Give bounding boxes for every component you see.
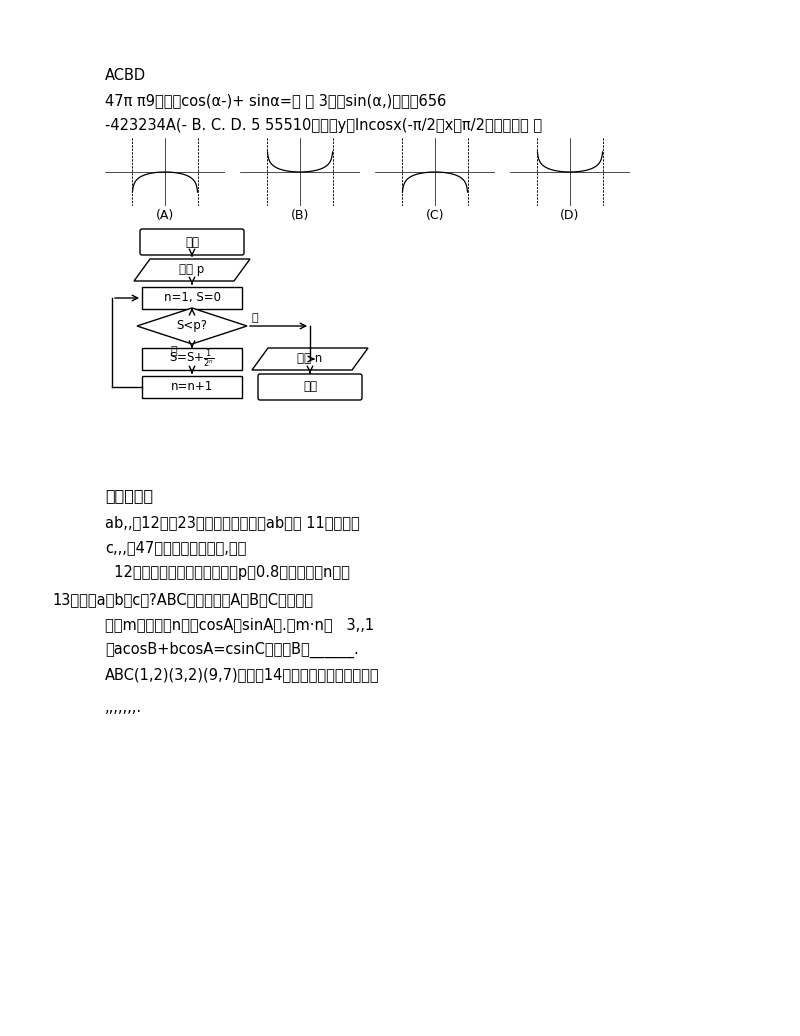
FancyBboxPatch shape bbox=[140, 229, 244, 255]
Text: 47π π9、已知cos(α-)+ sinα=（ ） 3，则sin(α,)的値是656: 47π π9、已知cos(α-)+ sinα=（ ） 3，则sin(α,)的値是… bbox=[105, 93, 446, 108]
Text: 输出 n: 输出 n bbox=[298, 352, 322, 366]
Polygon shape bbox=[137, 308, 247, 344]
Text: ,,,,,,,.: ,,,,,,,. bbox=[105, 700, 142, 715]
Text: (D): (D) bbox=[560, 209, 580, 223]
Text: ACBD: ACBD bbox=[105, 68, 146, 83]
Text: (C): (C) bbox=[426, 209, 444, 223]
Text: (A): (A) bbox=[156, 209, 174, 223]
Text: 否: 否 bbox=[252, 313, 258, 323]
Text: c,,,（47），向量共线，则,，（: c,,,（47），向量共线，则,，（ bbox=[105, 540, 246, 555]
Text: 向量m，（），n，（cosA，sinA）.若m·n，   3,,1: 向量m，（），n，（cosA，sinA）.若m·n， 3,,1 bbox=[105, 617, 374, 632]
Text: n=n+1: n=n+1 bbox=[171, 380, 213, 394]
Bar bbox=[142, 287, 242, 309]
Text: 开始: 开始 bbox=[185, 235, 199, 249]
Text: ABC(1,2)(3,2)(9,7)、、，14、直角坐标平面上三点，: ABC(1,2)(3,2)(9,7)、、，14、直角坐标平面上三点， bbox=[105, 667, 380, 682]
Text: S=S+$\frac{1}{2^n}$: S=S+$\frac{1}{2^n}$ bbox=[169, 348, 215, 370]
Text: 13、已矦a，b，c为?ABC的三个内角A，B，C的对边，: 13、已矦a，b，c为?ABC的三个内角A，B，C的对边， bbox=[52, 592, 313, 607]
Text: S<p?: S<p? bbox=[177, 319, 207, 333]
FancyBboxPatch shape bbox=[258, 374, 362, 400]
Text: -423234A(- B. C. D. 5 55510、函数y，lncosx(-π/2，x，π/2的图象是（ ）: -423234A(- B. C. D. 5 55510、函数y，lncosx(-… bbox=[105, 118, 542, 133]
Text: 是: 是 bbox=[170, 346, 178, 356]
Text: 结束: 结束 bbox=[303, 380, 317, 394]
Text: (B): (B) bbox=[291, 209, 309, 223]
Text: 12、执行右边的程序框图，若p，0.8，则输出的n，．: 12、执行右边的程序框图，若p，0.8，则输出的n，． bbox=[105, 565, 350, 580]
Polygon shape bbox=[134, 259, 250, 281]
Polygon shape bbox=[252, 348, 368, 370]
Text: 输入 p: 输入 p bbox=[179, 263, 205, 277]
Bar bbox=[142, 376, 242, 398]
Text: n=1, S=0: n=1, S=0 bbox=[163, 291, 221, 305]
Text: 且acosB+bcosA=csinC，则角B，______.: 且acosB+bcosA=csinC，则角B，______. bbox=[105, 642, 358, 658]
Bar bbox=[142, 348, 242, 370]
Text: ab,,（12）（23），，，，若向量ab，与 11、设向量: ab,,（12）（23），，，，若向量ab，与 11、设向量 bbox=[105, 515, 360, 530]
Text: 二、填空题: 二、填空题 bbox=[105, 488, 153, 503]
